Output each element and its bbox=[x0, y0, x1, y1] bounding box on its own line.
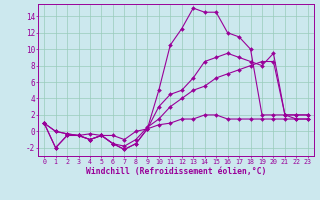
X-axis label: Windchill (Refroidissement éolien,°C): Windchill (Refroidissement éolien,°C) bbox=[86, 167, 266, 176]
